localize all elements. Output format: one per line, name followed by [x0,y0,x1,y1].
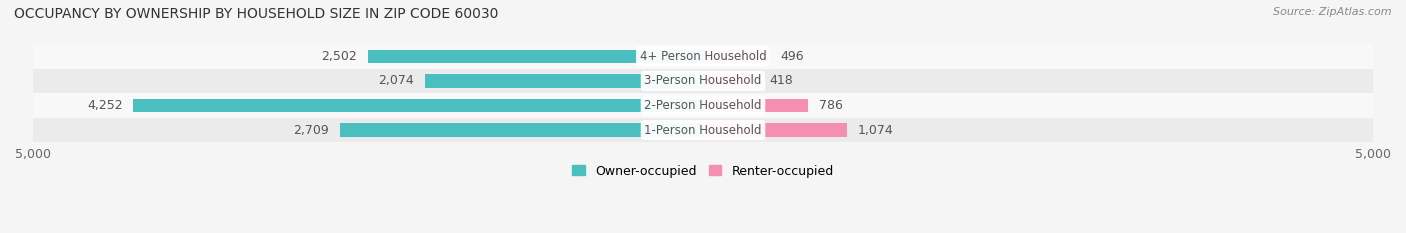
Text: 2,709: 2,709 [294,123,329,137]
Text: Source: ZipAtlas.com: Source: ZipAtlas.com [1274,7,1392,17]
Bar [32,93,1374,118]
Bar [425,74,703,88]
Text: 4+ Person Household: 4+ Person Household [640,50,766,63]
Text: 1-Person Household: 1-Person Household [644,123,762,137]
Text: 496: 496 [780,50,804,63]
Bar [703,74,759,88]
Text: 2,074: 2,074 [378,75,415,87]
Text: 786: 786 [820,99,844,112]
Bar [368,50,703,63]
Bar [32,44,1374,69]
Text: 1,074: 1,074 [858,123,893,137]
Text: 418: 418 [769,75,793,87]
Bar [32,118,1374,142]
Bar [703,123,846,137]
Text: OCCUPANCY BY OWNERSHIP BY HOUSEHOLD SIZE IN ZIP CODE 60030: OCCUPANCY BY OWNERSHIP BY HOUSEHOLD SIZE… [14,7,499,21]
Text: 4,252: 4,252 [87,99,122,112]
Bar [134,99,703,112]
Text: 3-Person Household: 3-Person Household [644,75,762,87]
Legend: Owner-occupied, Renter-occupied: Owner-occupied, Renter-occupied [568,160,838,182]
Bar [703,99,808,112]
Bar [703,50,769,63]
Text: 2-Person Household: 2-Person Household [644,99,762,112]
Text: 2,502: 2,502 [321,50,357,63]
Bar [340,123,703,137]
Bar [32,69,1374,93]
